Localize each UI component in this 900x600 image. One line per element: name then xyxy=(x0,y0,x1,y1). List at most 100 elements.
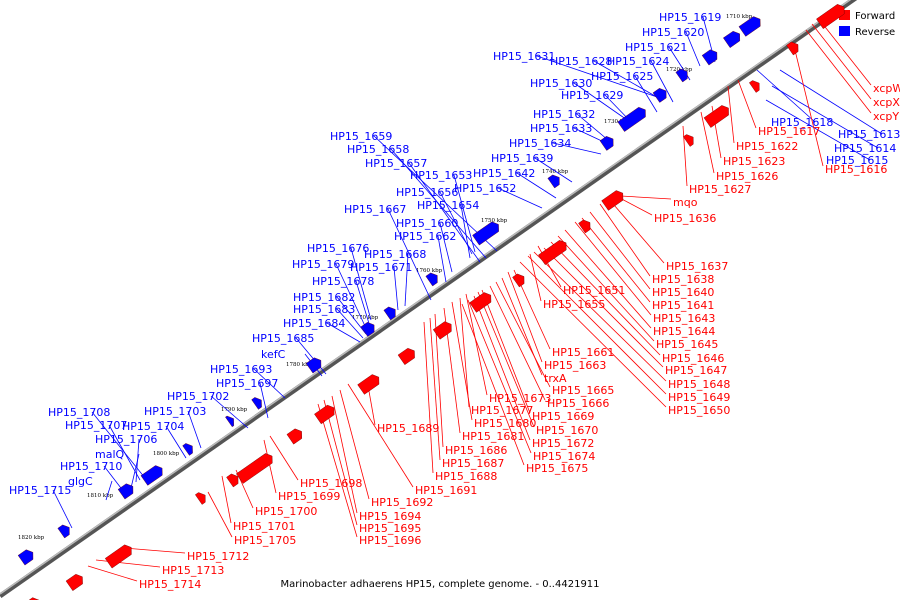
scale-tick-label: 1820 kbp xyxy=(18,535,45,541)
leader-line xyxy=(335,263,366,327)
gene-labels: HP15_1619HP15_1620HP15_1621HP15_1631HP15… xyxy=(9,11,900,591)
reverse-gene-label: HP15_1660 xyxy=(396,217,458,230)
forward-gene-label: HP15_1637 xyxy=(666,260,728,273)
reverse-gene-label: HP15_1685 xyxy=(252,332,314,345)
leader-line xyxy=(207,491,233,538)
reverse-gene-label: HP15_1631 xyxy=(493,50,555,63)
forward-gene-label: HP15_1648 xyxy=(668,378,730,391)
leader-line xyxy=(434,313,444,448)
forward-gene-label: HP15_1649 xyxy=(668,391,730,404)
scale-tick-label: 1800 kbp xyxy=(153,451,180,457)
reverse-gene-label: HP15_1632 xyxy=(533,108,595,121)
leader-line xyxy=(817,17,872,86)
forward-gene xyxy=(469,292,492,313)
leader-line xyxy=(336,308,364,339)
reverse-gene-label: HP15_1639 xyxy=(491,152,553,165)
leader-line xyxy=(317,403,358,538)
leader-line xyxy=(564,229,652,329)
leader-line xyxy=(519,261,667,408)
reverse-gene-label: HP15_1629 xyxy=(561,89,623,102)
reverse-gene-label: HP15_1684 xyxy=(283,317,345,330)
leader-line xyxy=(557,235,655,342)
leader-line xyxy=(765,99,871,161)
reverse-gene-label: HP15_1654 xyxy=(417,199,479,212)
reverse-gene-label: HP15_1620 xyxy=(642,26,704,39)
reverse-gene-label: HP15_1615 xyxy=(826,154,888,167)
reverse-gene-label: HP15_1693 xyxy=(210,363,272,376)
leader-line xyxy=(481,289,531,414)
forward-gene-label: HP15_1681 xyxy=(462,430,524,443)
scale-tick-label: 1760 kbp xyxy=(416,268,443,274)
forward-gene xyxy=(397,347,415,365)
reverse-gene xyxy=(182,443,193,456)
forward-gene-label: HP15_1695 xyxy=(359,522,421,535)
leader-line xyxy=(336,296,367,335)
reverse-gene-label: HP15_1633 xyxy=(530,122,592,135)
leader-line xyxy=(467,299,532,454)
reverse-gene-label: HP15_1630 xyxy=(530,77,592,90)
leader-line xyxy=(269,435,299,481)
forward-gene-label: trxA xyxy=(544,372,567,385)
reverse-gene xyxy=(599,136,614,151)
scale-tick-label: 1780 kbp xyxy=(286,362,313,368)
reverse-gene xyxy=(652,88,667,103)
leader-line xyxy=(263,439,277,494)
leader-line xyxy=(634,75,658,113)
forward-gene-label: HP15_1705 xyxy=(234,534,296,547)
forward-gene xyxy=(104,544,132,569)
forward-gene xyxy=(683,134,694,147)
leader-line xyxy=(439,191,473,255)
forward-gene-label: HP15_1627 xyxy=(689,183,751,196)
forward-gene xyxy=(538,240,567,265)
reverse-gene-label: HP15_1658 xyxy=(347,143,409,156)
leader-line xyxy=(599,203,651,277)
forward-gene xyxy=(195,492,206,505)
reverse-gene-label: HP15_1704 xyxy=(122,420,184,433)
leader-line xyxy=(527,255,667,395)
forward-gene xyxy=(578,219,591,234)
forward-gene-label: HP15_1680 xyxy=(474,417,536,430)
leader-line xyxy=(429,317,441,461)
reverse-gene-label: HP15_1702 xyxy=(167,390,229,403)
forward-gene-label: HP15_1616 xyxy=(825,163,887,176)
reverse-gene xyxy=(225,415,235,428)
leader-line xyxy=(589,211,651,290)
reverse-gene-label: HP15_1642 xyxy=(473,167,535,180)
forward-gene-label: HP15_1688 xyxy=(435,470,497,483)
reverse-gene-label: HP15_1619 xyxy=(659,11,721,24)
legend-forward-label: Forward xyxy=(855,11,895,22)
genome-caption: Marinobacter adhaerens HP15, complete ge… xyxy=(280,579,599,590)
leader-line xyxy=(473,295,531,441)
forward-gene xyxy=(65,573,83,591)
reverse-gene-label: HP15_1668 xyxy=(364,248,426,261)
reverse-gene-label: HP15_1671 xyxy=(350,261,412,274)
leader-line xyxy=(477,291,535,428)
reverse-gene xyxy=(117,483,134,500)
forward-gene-label: mqo xyxy=(673,196,698,209)
reverse-gene-label: HP15_1624 xyxy=(607,55,669,68)
forward-gene-label: HP15_1696 xyxy=(359,534,421,547)
reverse-gene xyxy=(723,30,741,48)
reverse-gene xyxy=(140,465,163,486)
forward-gene xyxy=(236,453,273,484)
leader-line xyxy=(323,399,358,526)
leader-line xyxy=(682,125,688,187)
leader-line xyxy=(130,453,140,489)
reverse-gene-label: HP15_1625 xyxy=(591,70,653,83)
forward-gene xyxy=(749,80,760,93)
forward-gene-label: HP15_1670 xyxy=(536,424,598,437)
leader-line xyxy=(620,195,672,200)
forward-gene-label: HP15_1686 xyxy=(445,444,507,457)
reverse-gene-label: HP15_1656 xyxy=(396,186,458,199)
forward-gene-label: HP15_1643 xyxy=(653,312,715,325)
reverse-gene-label: HP15_1662 xyxy=(394,230,456,243)
leader-line xyxy=(552,142,602,155)
reverse-gene-label: HP15_1678 xyxy=(312,275,374,288)
forward-gene xyxy=(226,473,239,488)
reverse-gene-label: HP15_1707 xyxy=(65,419,127,432)
forward-gene-label: HP15_1692 xyxy=(371,496,433,509)
